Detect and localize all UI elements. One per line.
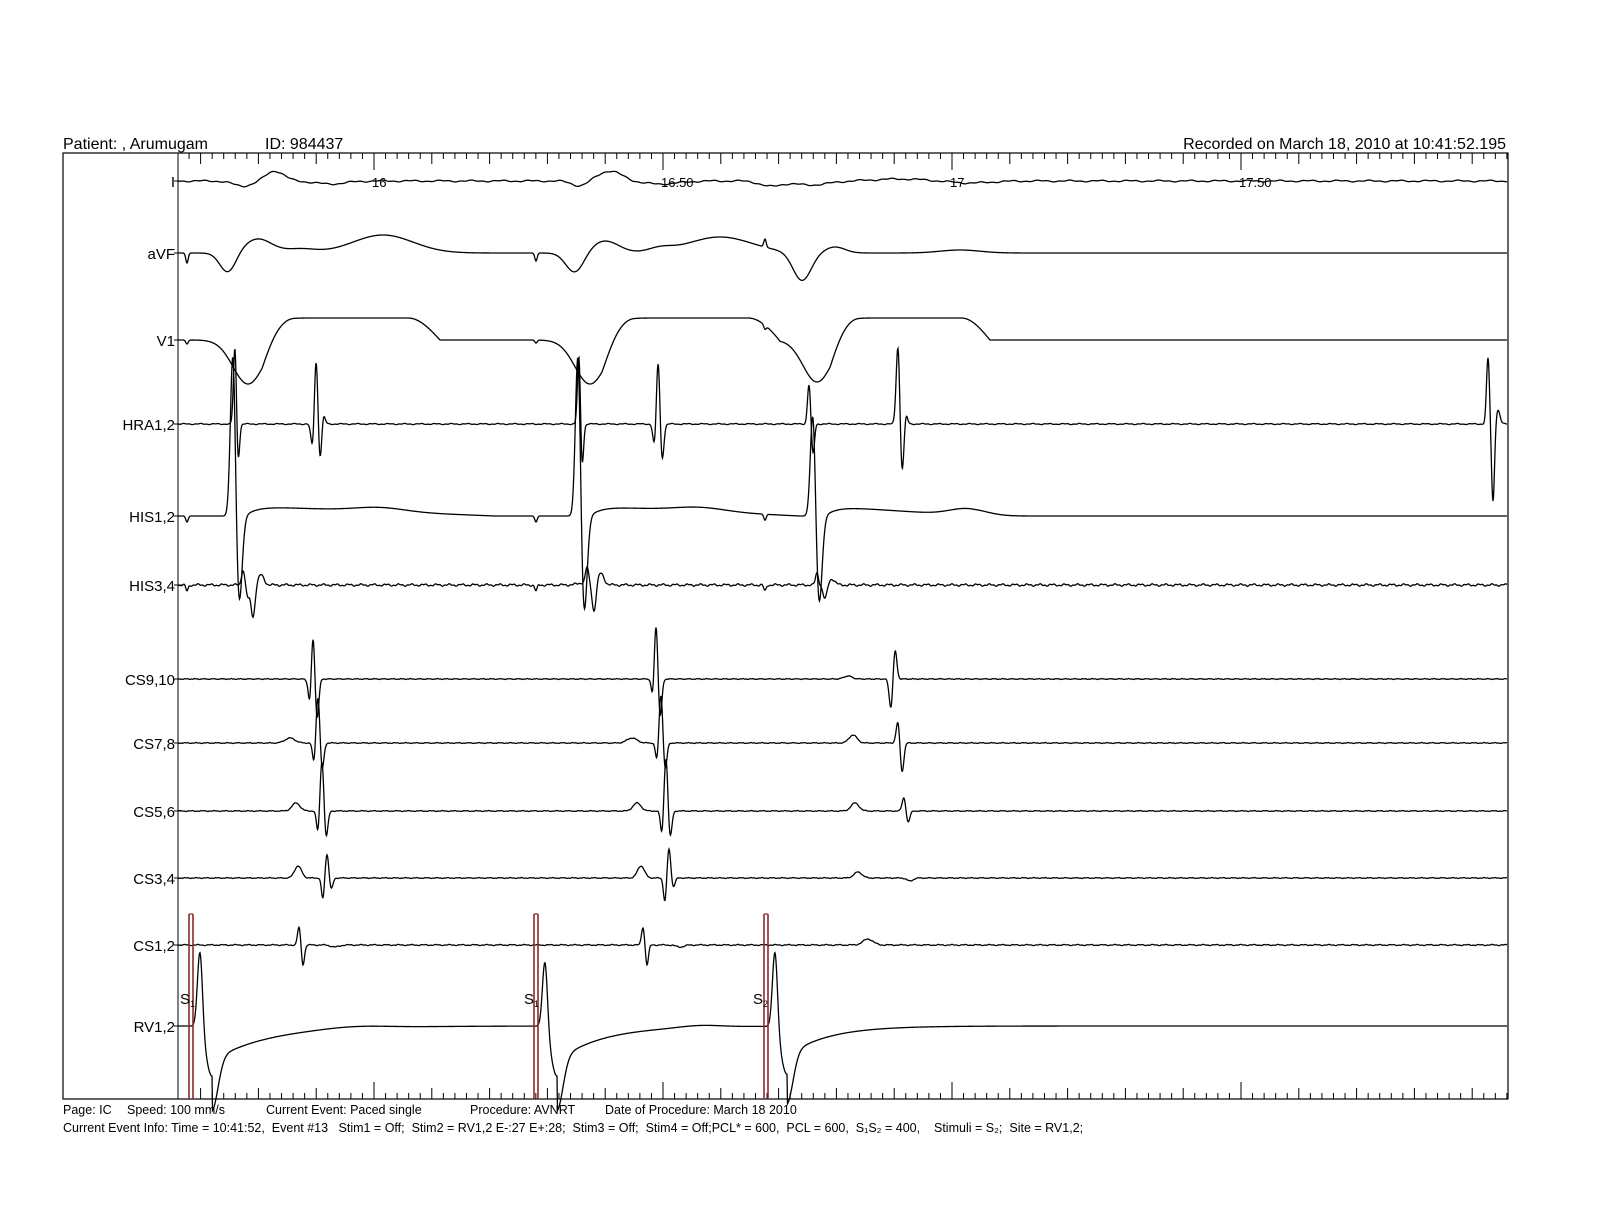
lead-i-trace [177,170,1508,188]
rv-1-2-trace [178,951,1507,1113]
lead-avf-trace [178,234,1507,282]
channel-label: V1 [157,333,175,350]
time-tick-label: 16 [372,175,386,190]
cs-3-4-trace [177,847,1508,902]
stimulus-label: S1 [524,991,539,1009]
hra-1-2-trace [177,345,1508,502]
channel-label: CS7,8 [133,736,175,753]
channel-label: I [171,174,175,191]
channel-label: CS3,4 [133,871,175,888]
channel-label: CS1,2 [133,938,175,955]
stimulus-label: S1 [180,991,195,1009]
channel-label: HIS3,4 [129,578,175,595]
channel-label: RV1,2 [134,1019,175,1036]
bottom-time-ticks [188,1082,1508,1099]
lead-v1-trace [178,317,1507,385]
channel-label: CS5,6 [133,804,175,821]
cs-9-10-trace [177,627,1508,718]
cs-5-6-trace [177,759,1508,838]
cs-7-8-trace [177,695,1508,772]
his-1-2-trace [178,357,1507,612]
patient-id: ID: 984437 [265,136,344,153]
top-time-ticks [188,153,1508,170]
recorded-timestamp: Recorded on March 18, 2010 at 10:41:52.1… [1183,136,1506,153]
channel-label: CS9,10 [125,672,175,689]
footer-procedure: Procedure: AVNRT [470,1103,576,1117]
footer-current-event: Current Event: Paced single [266,1103,422,1117]
outer-frame [62,152,1509,1100]
footer-speed: Speed: 100 mm/s [127,1103,225,1117]
stimulus-labels: S1 S1 S2 [180,991,768,1009]
footer-page: Page: IC [63,1103,112,1117]
time-tick-label: 17.50 [1239,175,1272,190]
time-tick-labels: 16 16.50 17 17.50 [372,175,1272,190]
traces [177,170,1508,1113]
patient-name: Patient: , Arumugam [63,136,208,153]
channel-label: HRA1,2 [122,417,175,434]
channel-label: aVF [147,246,175,263]
cs-1-2-trace [177,925,1508,967]
footer-event-info: Current Event Info: Time = 10:41:52, Eve… [63,1121,1084,1135]
footer-date-of-procedure: Date of Procedure: March 18 2010 [605,1103,797,1117]
his-3-4-trace [177,565,1508,619]
stimulus-label: S2 [753,991,768,1009]
channel-label: HIS1,2 [129,509,175,526]
